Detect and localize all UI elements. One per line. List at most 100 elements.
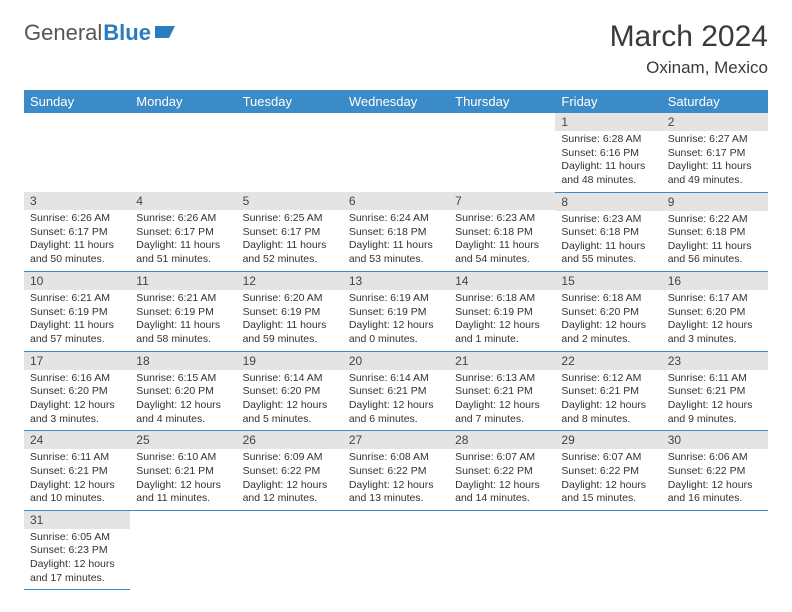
calendar-day-cell: 24Sunrise: 6:11 AMSunset: 6:21 PMDayligh… [24, 431, 130, 511]
day-info: Sunrise: 6:26 AMSunset: 6:17 PMDaylight:… [24, 210, 130, 271]
day-info: Sunrise: 6:21 AMSunset: 6:19 PMDaylight:… [24, 290, 130, 351]
title-block: March 2024 Oxinam, Mexico [610, 20, 768, 78]
calendar-empty-cell [449, 113, 555, 192]
day-number: 8 [555, 193, 661, 211]
day-number: 6 [343, 192, 449, 210]
calendar-week-row: 3Sunrise: 6:26 AMSunset: 6:17 PMDaylight… [24, 192, 768, 272]
day-info: Sunrise: 6:17 AMSunset: 6:20 PMDaylight:… [662, 290, 768, 351]
day-number: 4 [130, 192, 236, 210]
day-info: Sunrise: 6:18 AMSunset: 6:20 PMDaylight:… [555, 290, 661, 351]
calendar-day-cell: 9Sunrise: 6:22 AMSunset: 6:18 PMDaylight… [662, 192, 768, 272]
day-number: 23 [662, 352, 768, 370]
day-number: 20 [343, 352, 449, 370]
flag-icon [155, 20, 177, 46]
calendar-day-cell: 11Sunrise: 6:21 AMSunset: 6:19 PMDayligh… [130, 272, 236, 352]
calendar-day-cell: 27Sunrise: 6:08 AMSunset: 6:22 PMDayligh… [343, 431, 449, 511]
calendar-day-cell: 18Sunrise: 6:15 AMSunset: 6:20 PMDayligh… [130, 351, 236, 431]
day-info: Sunrise: 6:19 AMSunset: 6:19 PMDaylight:… [343, 290, 449, 351]
calendar-week-row: 24Sunrise: 6:11 AMSunset: 6:21 PMDayligh… [24, 431, 768, 511]
calendar-empty-cell [343, 510, 449, 590]
weekday-header: Sunday [24, 90, 130, 113]
day-number: 14 [449, 272, 555, 290]
location-label: Oxinam, Mexico [610, 58, 768, 78]
day-number: 17 [24, 352, 130, 370]
day-info: Sunrise: 6:07 AMSunset: 6:22 PMDaylight:… [449, 449, 555, 510]
day-info: Sunrise: 6:16 AMSunset: 6:20 PMDaylight:… [24, 370, 130, 431]
day-info: Sunrise: 6:15 AMSunset: 6:20 PMDaylight:… [130, 370, 236, 431]
calendar-day-cell: 8Sunrise: 6:23 AMSunset: 6:18 PMDaylight… [555, 192, 661, 272]
day-number: 28 [449, 431, 555, 449]
calendar-day-cell: 29Sunrise: 6:07 AMSunset: 6:22 PMDayligh… [555, 431, 661, 511]
weekday-header: Wednesday [343, 90, 449, 113]
calendar-day-cell: 22Sunrise: 6:12 AMSunset: 6:21 PMDayligh… [555, 351, 661, 431]
day-number: 5 [237, 192, 343, 210]
calendar-week-row: 10Sunrise: 6:21 AMSunset: 6:19 PMDayligh… [24, 272, 768, 352]
calendar-day-cell: 17Sunrise: 6:16 AMSunset: 6:20 PMDayligh… [24, 351, 130, 431]
calendar-empty-cell [24, 113, 130, 192]
calendar-day-cell: 10Sunrise: 6:21 AMSunset: 6:19 PMDayligh… [24, 272, 130, 352]
calendar-day-cell: 23Sunrise: 6:11 AMSunset: 6:21 PMDayligh… [662, 351, 768, 431]
day-info: Sunrise: 6:22 AMSunset: 6:18 PMDaylight:… [662, 211, 768, 272]
calendar-day-cell: 25Sunrise: 6:10 AMSunset: 6:21 PMDayligh… [130, 431, 236, 511]
logo-text-blue: Blue [103, 20, 151, 46]
calendar-empty-cell [237, 113, 343, 192]
calendar-day-cell: 3Sunrise: 6:26 AMSunset: 6:17 PMDaylight… [24, 192, 130, 272]
day-info: Sunrise: 6:11 AMSunset: 6:21 PMDaylight:… [662, 370, 768, 431]
calendar-day-cell: 26Sunrise: 6:09 AMSunset: 6:22 PMDayligh… [237, 431, 343, 511]
calendar-day-cell: 5Sunrise: 6:25 AMSunset: 6:17 PMDaylight… [237, 192, 343, 272]
day-number: 30 [662, 431, 768, 449]
calendar-day-cell: 12Sunrise: 6:20 AMSunset: 6:19 PMDayligh… [237, 272, 343, 352]
logo: General Blue [24, 20, 177, 46]
day-info: Sunrise: 6:12 AMSunset: 6:21 PMDaylight:… [555, 370, 661, 431]
calendar-day-cell: 28Sunrise: 6:07 AMSunset: 6:22 PMDayligh… [449, 431, 555, 511]
calendar-day-cell: 16Sunrise: 6:17 AMSunset: 6:20 PMDayligh… [662, 272, 768, 352]
day-info: Sunrise: 6:09 AMSunset: 6:22 PMDaylight:… [237, 449, 343, 510]
day-number: 27 [343, 431, 449, 449]
day-info: Sunrise: 6:20 AMSunset: 6:19 PMDaylight:… [237, 290, 343, 351]
day-number: 22 [555, 352, 661, 370]
calendar-day-cell: 19Sunrise: 6:14 AMSunset: 6:20 PMDayligh… [237, 351, 343, 431]
calendar-day-cell: 1Sunrise: 6:28 AMSunset: 6:16 PMDaylight… [555, 113, 661, 192]
calendar-empty-cell [555, 510, 661, 590]
page-header: General Blue March 2024 Oxinam, Mexico [24, 20, 768, 78]
day-info: Sunrise: 6:13 AMSunset: 6:21 PMDaylight:… [449, 370, 555, 431]
day-number: 29 [555, 431, 661, 449]
day-info: Sunrise: 6:14 AMSunset: 6:21 PMDaylight:… [343, 370, 449, 431]
day-info: Sunrise: 6:25 AMSunset: 6:17 PMDaylight:… [237, 210, 343, 271]
day-number: 12 [237, 272, 343, 290]
day-info: Sunrise: 6:06 AMSunset: 6:22 PMDaylight:… [662, 449, 768, 510]
calendar-day-cell: 14Sunrise: 6:18 AMSunset: 6:19 PMDayligh… [449, 272, 555, 352]
day-number: 1 [555, 113, 661, 131]
day-info: Sunrise: 6:14 AMSunset: 6:20 PMDaylight:… [237, 370, 343, 431]
day-info: Sunrise: 6:10 AMSunset: 6:21 PMDaylight:… [130, 449, 236, 510]
calendar-empty-cell [449, 510, 555, 590]
calendar-body: 1Sunrise: 6:28 AMSunset: 6:16 PMDaylight… [24, 113, 768, 590]
calendar-day-cell: 20Sunrise: 6:14 AMSunset: 6:21 PMDayligh… [343, 351, 449, 431]
calendar-empty-cell [343, 113, 449, 192]
calendar-week-row: 1Sunrise: 6:28 AMSunset: 6:16 PMDaylight… [24, 113, 768, 192]
calendar-week-row: 17Sunrise: 6:16 AMSunset: 6:20 PMDayligh… [24, 351, 768, 431]
weekday-header: Saturday [662, 90, 768, 113]
weekday-header: Thursday [449, 90, 555, 113]
day-info: Sunrise: 6:23 AMSunset: 6:18 PMDaylight:… [449, 210, 555, 271]
calendar-empty-cell [662, 510, 768, 590]
calendar-header-row: SundayMondayTuesdayWednesdayThursdayFrid… [24, 90, 768, 113]
calendar-day-cell: 2Sunrise: 6:27 AMSunset: 6:17 PMDaylight… [662, 113, 768, 192]
day-number: 16 [662, 272, 768, 290]
calendar-day-cell: 15Sunrise: 6:18 AMSunset: 6:20 PMDayligh… [555, 272, 661, 352]
day-info: Sunrise: 6:18 AMSunset: 6:19 PMDaylight:… [449, 290, 555, 351]
weekday-header: Tuesday [237, 90, 343, 113]
day-number: 3 [24, 192, 130, 210]
calendar-day-cell: 7Sunrise: 6:23 AMSunset: 6:18 PMDaylight… [449, 192, 555, 272]
month-title: March 2024 [610, 20, 768, 54]
day-number: 31 [24, 511, 130, 529]
calendar-week-row: 31Sunrise: 6:05 AMSunset: 6:23 PMDayligh… [24, 510, 768, 590]
day-number: 25 [130, 431, 236, 449]
day-number: 10 [24, 272, 130, 290]
day-info: Sunrise: 6:08 AMSunset: 6:22 PMDaylight:… [343, 449, 449, 510]
calendar-day-cell: 30Sunrise: 6:06 AMSunset: 6:22 PMDayligh… [662, 431, 768, 511]
day-number: 21 [449, 352, 555, 370]
day-info: Sunrise: 6:11 AMSunset: 6:21 PMDaylight:… [24, 449, 130, 510]
day-info: Sunrise: 6:21 AMSunset: 6:19 PMDaylight:… [130, 290, 236, 351]
calendar-day-cell: 31Sunrise: 6:05 AMSunset: 6:23 PMDayligh… [24, 510, 130, 590]
